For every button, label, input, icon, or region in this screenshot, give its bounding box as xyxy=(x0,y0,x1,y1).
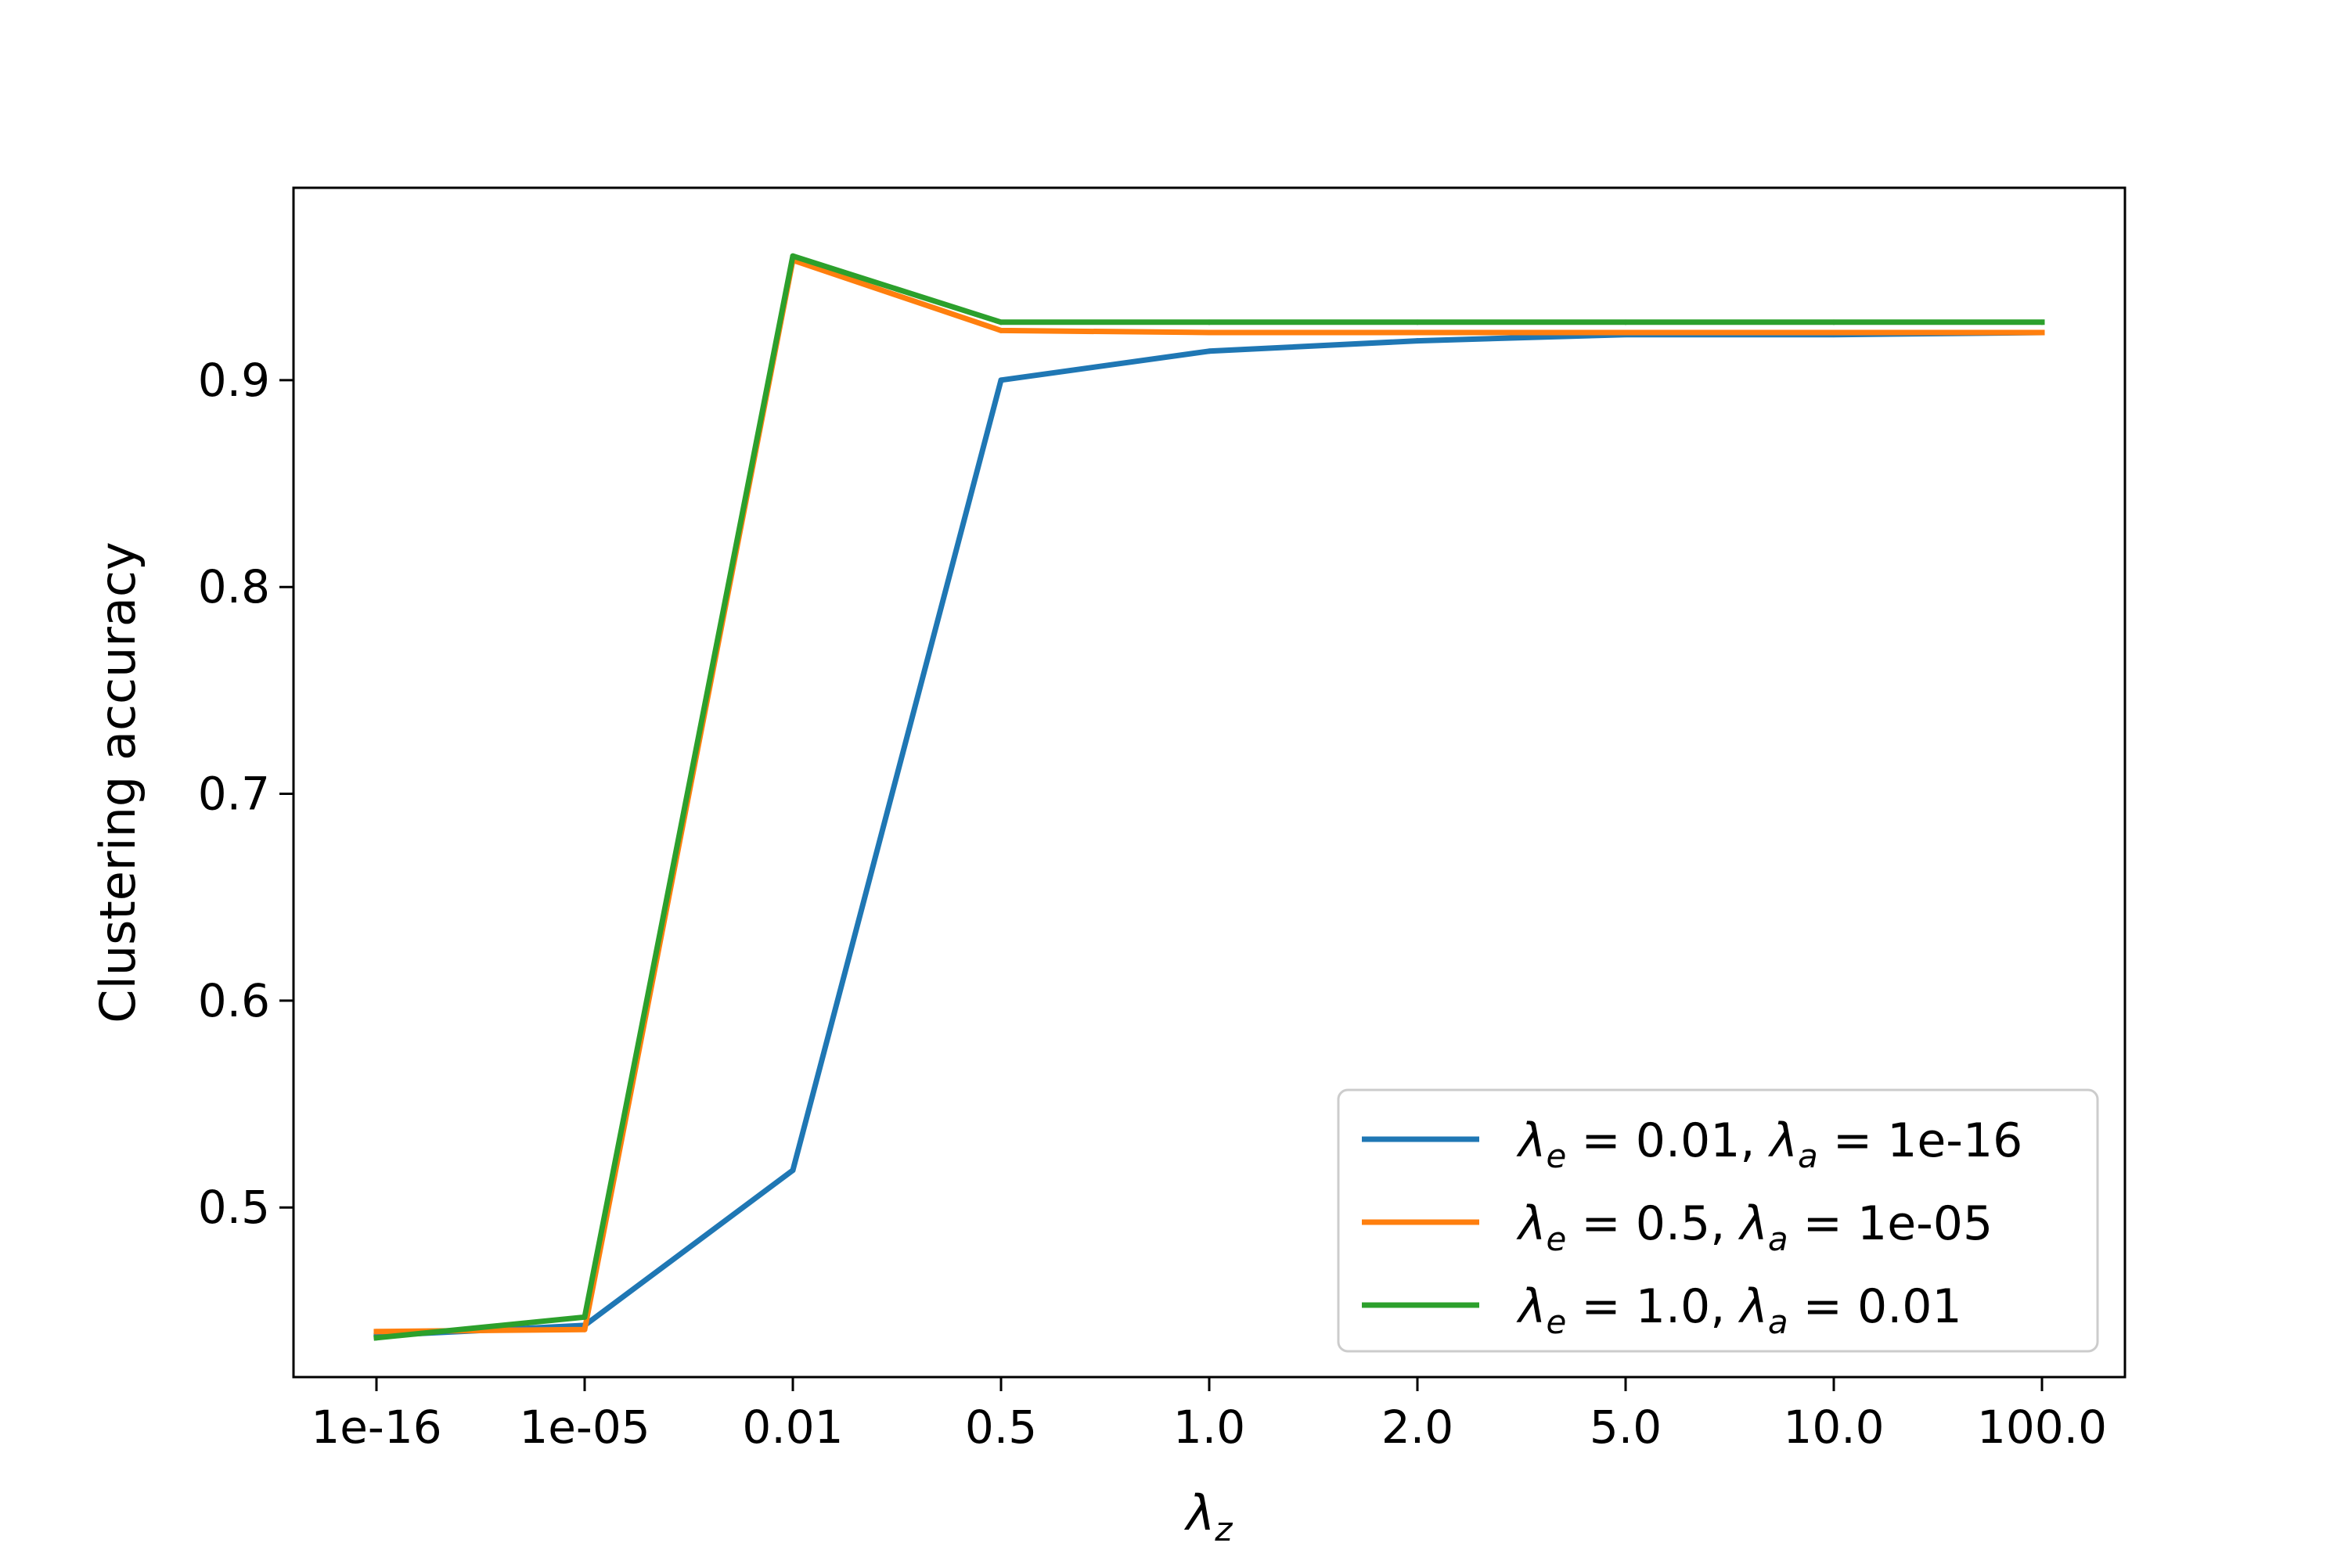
data-point xyxy=(998,377,1004,383)
data-point xyxy=(790,1167,796,1174)
y-tick-label: 0.8 xyxy=(198,560,270,613)
x-tick-label: 5.0 xyxy=(1590,1401,1662,1454)
data-point xyxy=(373,1329,380,1335)
x-tick-label: 10.0 xyxy=(1783,1401,1884,1454)
data-point xyxy=(1414,329,1421,336)
data-point xyxy=(1206,329,1212,336)
y-tick-label: 0.9 xyxy=(198,354,270,407)
x-tick-label: 1e-05 xyxy=(519,1401,650,1454)
y-tick-label: 0.7 xyxy=(198,768,270,821)
data-point xyxy=(998,327,1004,333)
legend-label-1: λe = 0.01, λa = 1e-16 xyxy=(1516,1113,2022,1175)
x-tick-label: 1e-16 xyxy=(311,1401,441,1454)
y-tick-label: 0.5 xyxy=(198,1181,270,1234)
data-point xyxy=(1622,329,1629,336)
data-point xyxy=(1831,319,1837,325)
data-point xyxy=(2039,319,2045,325)
legend: λe = 0.01, λa = 1e-16 λe = 0.5, λa = 1e-0… xyxy=(1337,1088,2099,1353)
data-point xyxy=(1206,348,1212,354)
x-tick-label: 2.0 xyxy=(1381,1401,1453,1454)
data-point xyxy=(373,1335,380,1341)
x-tick-label: 1.0 xyxy=(1173,1401,1245,1454)
data-point xyxy=(2039,329,2045,336)
legend-label-2: λe = 0.5, λa = 1e-05 xyxy=(1516,1196,1993,1258)
data-point xyxy=(1414,338,1421,344)
data-point xyxy=(582,1326,588,1332)
data-point xyxy=(582,1314,588,1320)
data-point xyxy=(998,319,1004,325)
data-point xyxy=(1622,319,1629,325)
data-point xyxy=(1831,329,1837,336)
y-axis-label: Clustering accuracy xyxy=(89,541,146,1023)
legend-box xyxy=(1337,1088,2099,1353)
x-axis-label: λz xyxy=(1184,1484,1233,1548)
x-tick-label: 0.01 xyxy=(742,1401,843,1454)
y-tick-label: 0.6 xyxy=(198,974,270,1027)
legend-label-3: λe = 1.0, λa = 0.01 xyxy=(1516,1279,1962,1341)
data-point xyxy=(1206,319,1212,325)
x-tick-label: 100.0 xyxy=(1977,1401,2107,1454)
data-point xyxy=(1414,319,1421,325)
data-point xyxy=(790,253,796,259)
x-tick-label: 0.5 xyxy=(965,1401,1037,1454)
x-axis: 1e-16 1e-05 0.01 0.5 1.0 2.0 5.0 10.0 100.0 xyxy=(311,1377,2107,1454)
series-group xyxy=(373,253,2045,1341)
y-axis: 0.5 0.6 0.7 0.8 0.9 xyxy=(198,354,294,1234)
